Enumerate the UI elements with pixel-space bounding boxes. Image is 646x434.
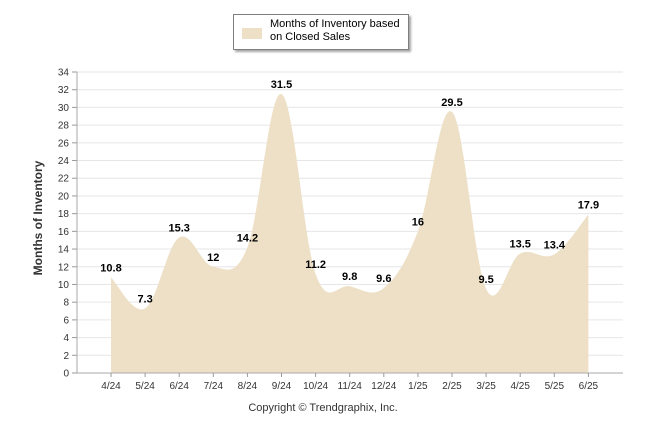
copyright-text: Copyright © Trendgraphix, Inc. — [248, 402, 398, 414]
x-tick-label: 1/25 — [408, 381, 428, 392]
x-tick-label: 4/24 — [101, 381, 121, 392]
x-tick-label: 8/24 — [238, 381, 258, 392]
data-label: 17.9 — [578, 200, 599, 212]
data-labels: 10.8 7.3 15.3 12 14.2 31.5 11.2 9.8 9.6 16 29.5 9.5… — [100, 79, 599, 305]
y-tick-label: 20 — [58, 191, 70, 202]
data-label: 16 — [412, 216, 424, 228]
data-label: 12 — [207, 252, 219, 264]
data-label: 13.5 — [509, 238, 530, 250]
legend: Months of Inventory based on Closed Sale… — [233, 14, 409, 50]
data-label: 31.5 — [271, 79, 292, 91]
legend-label: Months of Inventory based on Closed Sale… — [270, 18, 400, 43]
data-label: 9.5 — [478, 274, 493, 286]
x-tick-label: 5/24 — [135, 381, 155, 392]
y-tick-label: 18 — [58, 209, 70, 220]
y-axis-title: Months of Inventory — [31, 160, 45, 276]
data-label: 9.8 — [342, 271, 357, 283]
x-tick-label: 3/25 — [476, 381, 496, 392]
y-tick-label: 28 — [58, 121, 70, 132]
data-label: 13.4 — [544, 239, 566, 251]
data-label: 11.2 — [305, 259, 326, 271]
y-tick-label: 22 — [58, 174, 70, 185]
y-tick-label: 16 — [58, 227, 70, 238]
x-tick-label: 5/25 — [545, 381, 565, 392]
x-tick-label: 10/24 — [303, 381, 328, 392]
y-tick-label: 6 — [63, 315, 69, 326]
y-tick-label: 12 — [58, 262, 70, 273]
data-label: 29.5 — [441, 97, 462, 109]
data-label: 10.8 — [100, 262, 121, 274]
data-label: 9.6 — [376, 273, 391, 285]
x-tick-labels: 4/24 5/24 6/24 7/24 8/24 9/24 10/24 11/24 12/24 1… — [101, 373, 599, 392]
x-tick-label: 6/25 — [579, 381, 599, 392]
y-tick-label: 2 — [63, 351, 69, 362]
y-tick-label: 10 — [58, 280, 70, 291]
x-tick-label: 9/24 — [272, 381, 292, 392]
data-label: 7.3 — [137, 293, 152, 305]
y-tick-label: 14 — [58, 245, 70, 256]
y-tick-label: 30 — [58, 103, 70, 114]
y-tick-label: 4 — [63, 333, 69, 344]
series-area — [111, 94, 589, 374]
x-tick-label: 7/24 — [204, 381, 224, 392]
y-tick-label: 8 — [63, 298, 69, 309]
data-label: 15.3 — [168, 223, 189, 235]
y-tick-label: 24 — [58, 156, 70, 167]
y-tick-label: 0 — [63, 369, 69, 380]
x-tick-label: 11/24 — [338, 381, 363, 392]
x-tick-label: 4/25 — [510, 381, 530, 392]
x-tick-label: 2/25 — [442, 381, 462, 392]
y-tick-label: 26 — [58, 138, 70, 149]
legend-swatch — [242, 28, 262, 39]
x-tick-label: 6/24 — [169, 381, 189, 392]
y-tick-label: 34 — [58, 68, 70, 79]
y-tick-label: 32 — [58, 85, 70, 96]
data-label: 14.2 — [237, 232, 258, 244]
x-tick-label: 12/24 — [371, 381, 396, 392]
